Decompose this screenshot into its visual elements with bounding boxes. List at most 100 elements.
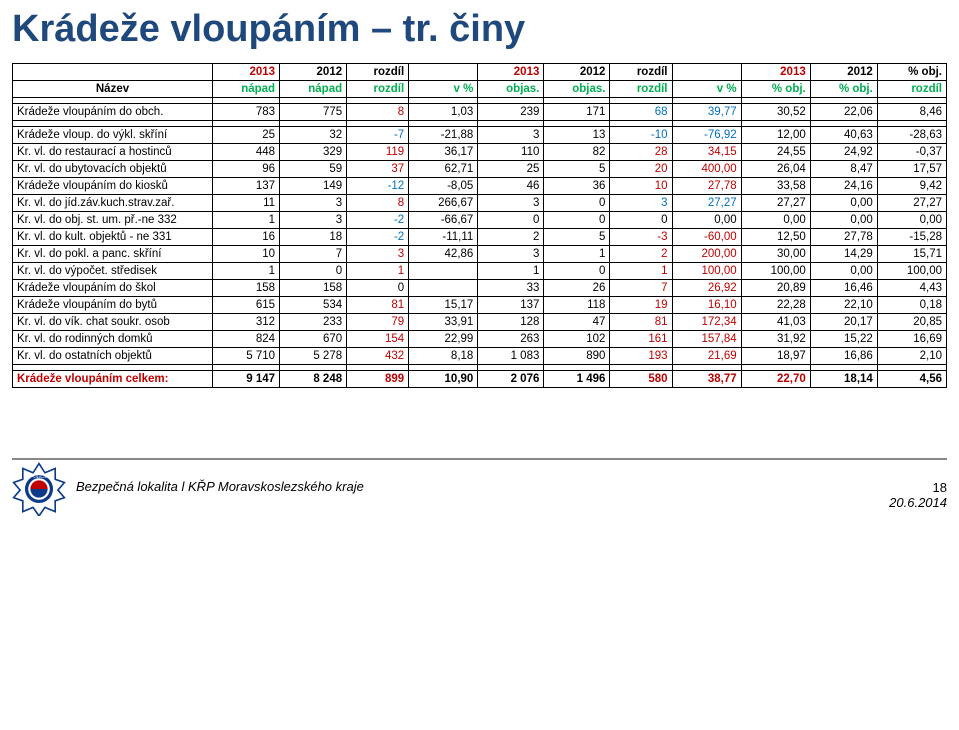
- cell: 16: [213, 229, 280, 246]
- cell: 25: [478, 161, 544, 178]
- cell: 2: [478, 229, 544, 246]
- cell: 110: [478, 144, 544, 161]
- row-name: Kr. vl. do ostatních objektů: [13, 348, 213, 365]
- cell: 193: [610, 348, 672, 365]
- cell: -7: [347, 127, 409, 144]
- cell: 1: [478, 263, 544, 280]
- cell: 10: [610, 178, 672, 195]
- cell: 0,18: [877, 297, 946, 314]
- row-name: Kr. vl. do pokl. a panc. skříní: [13, 246, 213, 263]
- cell: 37: [347, 161, 409, 178]
- total-cell: 8 248: [280, 371, 347, 388]
- cell: 81: [610, 314, 672, 331]
- cell: 149: [280, 178, 347, 195]
- total-cell: 4,56: [877, 371, 946, 388]
- row-name: Kr. vl. do jíd.záv.kuch.strav.zař.: [13, 195, 213, 212]
- cell: 10: [213, 246, 280, 263]
- cell: 27,27: [877, 195, 946, 212]
- cell: 16,69: [877, 331, 946, 348]
- cell: 16,46: [810, 280, 877, 297]
- cell: 33,91: [409, 314, 478, 331]
- cell: 2,10: [877, 348, 946, 365]
- table-row: Krádeže vloup. do výkl. skříní2532-7-21,…: [13, 127, 947, 144]
- header-row-2: Název nápad nápad rozdíl v % objas. obja…: [13, 81, 947, 98]
- svg-text:POLICIE: POLICIE: [30, 474, 47, 479]
- cell: -8,05: [409, 178, 478, 195]
- cell: -66,67: [409, 212, 478, 229]
- cell: 3: [478, 195, 544, 212]
- cell: 27,27: [741, 195, 810, 212]
- table-row: Krádeže vloupáním do bytů6155348115,1713…: [13, 297, 947, 314]
- cell: 432: [347, 348, 409, 365]
- cell: -0,37: [877, 144, 946, 161]
- row-name: Kr. vl. do obj. st. um. př.-ne 332: [13, 212, 213, 229]
- cell: 171: [544, 104, 610, 121]
- cell: 118: [544, 297, 610, 314]
- cell: 100,00: [877, 263, 946, 280]
- cell: 36,17: [409, 144, 478, 161]
- cell: 0: [478, 212, 544, 229]
- cell: 0,00: [810, 195, 877, 212]
- row-name: Kr. vl. do rodinných domků: [13, 331, 213, 348]
- cell: 21,69: [672, 348, 741, 365]
- row-name: Krádeže vloupáním do škol: [13, 280, 213, 297]
- police-badge-icon: POLICIE: [12, 462, 66, 516]
- cell: 0,00: [810, 212, 877, 229]
- cell: 16,86: [810, 348, 877, 365]
- cell: 8: [347, 104, 409, 121]
- row-name: Kr. vl. do vík. chat soukr. osob: [13, 314, 213, 331]
- cell: 33,58: [741, 178, 810, 195]
- table-row: Kr. vl. do výpočet. středisek101101100,0…: [13, 263, 947, 280]
- cell: 158: [280, 280, 347, 297]
- cell: -3: [610, 229, 672, 246]
- total-row: Krádeže vloupáním celkem:9 1478 24889910…: [13, 371, 947, 388]
- cell: 0: [544, 263, 610, 280]
- cell: 22,28: [741, 297, 810, 314]
- cell: 24,16: [810, 178, 877, 195]
- cell: 0,00: [877, 212, 946, 229]
- cell: 1: [213, 263, 280, 280]
- cell: 3: [280, 195, 347, 212]
- cell: 263: [478, 331, 544, 348]
- table-row: Kr. vl. do rodinných domků82467015422,99…: [13, 331, 947, 348]
- cell: 20,85: [877, 314, 946, 331]
- cell: 47: [544, 314, 610, 331]
- cell: 42,86: [409, 246, 478, 263]
- table-row: Kr. vl. do kult. objektů - ne 3311618-2-…: [13, 229, 947, 246]
- cell: -28,63: [877, 127, 946, 144]
- hdr-roz-2: rozdíl: [610, 64, 672, 81]
- cell: 3: [478, 246, 544, 263]
- cell: 62,71: [409, 161, 478, 178]
- cell: -10: [610, 127, 672, 144]
- cell: 7: [610, 280, 672, 297]
- cell: 30,00: [741, 246, 810, 263]
- cell: 15,22: [810, 331, 877, 348]
- cell: 81: [347, 297, 409, 314]
- cell: 400,00: [672, 161, 741, 178]
- cell: 17,57: [877, 161, 946, 178]
- cell: 14,29: [810, 246, 877, 263]
- table-row: Kr. vl. do pokl. a panc. skříní107342,86…: [13, 246, 947, 263]
- cell: 22,06: [810, 104, 877, 121]
- cell: -11,11: [409, 229, 478, 246]
- page-title: Krádeže vloupáním – tr. činy: [12, 8, 947, 51]
- cell: 100,00: [741, 263, 810, 280]
- cell: 19: [610, 297, 672, 314]
- cell: 2: [610, 246, 672, 263]
- total-label: Krádeže vloupáním celkem:: [13, 371, 213, 388]
- row-name: Krádeže vloup. do výkl. skříní: [13, 127, 213, 144]
- header-row-1: 2013 2012 rozdíl 2013 2012 rozdíl 2013 2…: [13, 64, 947, 81]
- row-name: Kr. vl. do restaurací a hostinců: [13, 144, 213, 161]
- cell: 890: [544, 348, 610, 365]
- total-cell: 18,14: [810, 371, 877, 388]
- hdr-obj: % obj.: [877, 64, 946, 81]
- hdr-2012-1: 2012: [280, 64, 347, 81]
- cell: 30,52: [741, 104, 810, 121]
- hdr-2013-2: 2013: [478, 64, 544, 81]
- cell: 0,00: [672, 212, 741, 229]
- cell: 79: [347, 314, 409, 331]
- hdr-nazev: Název: [13, 81, 213, 98]
- cell: 33: [478, 280, 544, 297]
- cell: 40,63: [810, 127, 877, 144]
- total-cell: 38,77: [672, 371, 741, 388]
